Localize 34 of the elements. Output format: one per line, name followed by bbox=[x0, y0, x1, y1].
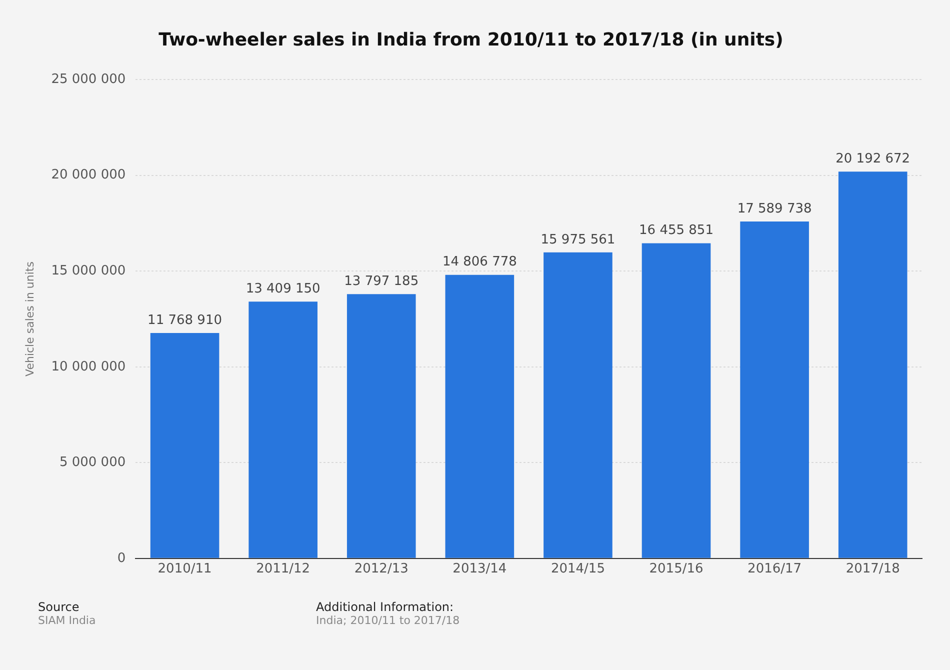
data-label: 11 768 910 bbox=[148, 312, 222, 328]
bar bbox=[346, 294, 416, 558]
data-label: 17 589 738 bbox=[737, 201, 812, 216]
data-label: 13 409 150 bbox=[246, 281, 320, 296]
x-tick-label: 2013/14 bbox=[452, 562, 507, 577]
bar bbox=[150, 333, 220, 558]
y-axis-title: Vehicle sales in units bbox=[23, 261, 36, 376]
y-tick-label: 0 bbox=[117, 550, 126, 566]
x-tick-label: 2011/12 bbox=[256, 562, 310, 577]
data-label: 14 806 778 bbox=[442, 254, 517, 270]
y-tick-label: 10 000 000 bbox=[51, 359, 126, 374]
data-label: 15 975 561 bbox=[540, 232, 616, 248]
data-label: 16 455 851 bbox=[639, 223, 714, 238]
data-label: 20 192 672 bbox=[836, 152, 910, 167]
bar bbox=[544, 252, 612, 558]
bar bbox=[740, 222, 809, 558]
source-note: Source SIAM India bbox=[38, 600, 96, 628]
bar bbox=[445, 274, 514, 558]
bar bbox=[642, 243, 711, 558]
text: Additional Information: India; 2010/11 to 2017/18 bbox=[316, 600, 460, 628]
x-tick-label: 2017/18 bbox=[846, 562, 900, 577]
bar bbox=[248, 302, 318, 558]
y-tick-label: 25 000 000 bbox=[51, 72, 126, 87]
x-tick-label: 2014/15 bbox=[550, 562, 605, 577]
x-tick-label: 2012/13 bbox=[354, 562, 408, 577]
x-tick-label: 2016/17 bbox=[748, 562, 802, 577]
y-tick-label: 15 000 000 bbox=[51, 263, 126, 278]
x-tick-label: 2015/16 bbox=[649, 562, 704, 577]
x-tick-label: 2010/11 bbox=[158, 562, 212, 577]
bar bbox=[838, 172, 908, 558]
y-tick-label: 20 000 000 bbox=[51, 168, 126, 183]
data-label: 13 797 185 bbox=[344, 274, 419, 290]
y-tick-label: 5 000 000 bbox=[59, 455, 126, 470]
chart-title: Two-wheeler sales in India from 2010/11 to 2017/18 (in units) bbox=[158, 29, 784, 50]
